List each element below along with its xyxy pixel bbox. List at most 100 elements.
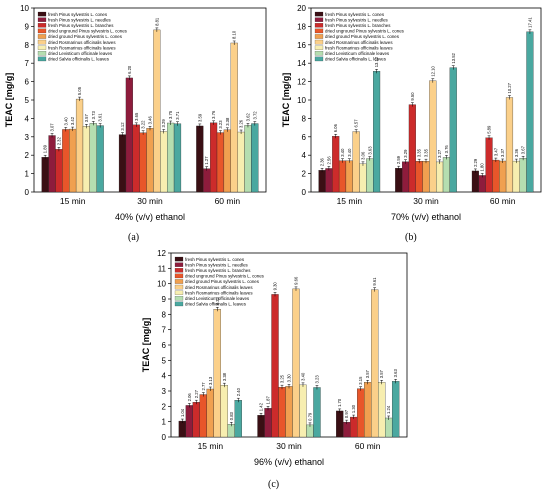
bar	[436, 161, 444, 193]
data-label: 3.63	[393, 369, 398, 378]
data-label: 1.24	[386, 405, 391, 414]
legend-swatch	[314, 39, 324, 45]
data-label: 3.40	[347, 148, 352, 157]
data-label: 2.59	[396, 155, 401, 164]
bar	[391, 381, 400, 438]
data-label: 2.40	[236, 387, 241, 396]
bar	[209, 122, 218, 193]
legend-swatch	[37, 51, 47, 56]
legend-label: dried Salvia officinalis L. leaves	[325, 57, 387, 62]
data-label: 3.30	[287, 374, 292, 383]
y-tick-label: 12	[297, 78, 306, 87]
data-label: 3.76	[211, 110, 216, 119]
y-tick-label: 3	[162, 387, 167, 396]
data-label: 3.67	[521, 145, 526, 154]
bar	[336, 410, 344, 438]
bar	[167, 122, 175, 193]
bar	[478, 175, 486, 193]
bar	[125, 77, 133, 193]
y-tick-label: 16	[297, 41, 306, 50]
data-label: 9.66	[293, 276, 298, 285]
data-label: 3.76	[444, 145, 449, 154]
legend-swatch	[37, 17, 47, 22]
y-tick-label: 10	[20, 4, 29, 13]
bar	[384, 417, 393, 438]
bar	[234, 400, 242, 438]
y-axis-label: TEAC [mg/g]	[4, 73, 14, 128]
data-label: 5.05	[77, 86, 82, 95]
bar	[89, 123, 97, 193]
x-category-label: 60 min	[355, 441, 381, 451]
bar	[220, 385, 228, 438]
legend-swatch	[174, 273, 184, 279]
data-label: 3.40	[63, 117, 68, 126]
chart-svg-b: 0 2 4 6 8 10 12 14 16 18 20 TEAC [mg/g] 2.36 2.56 6.06…	[281, 4, 542, 222]
data-label: 1.80	[480, 163, 485, 172]
legend-swatch	[37, 45, 47, 50]
x-category-label: 60 min	[215, 196, 241, 206]
legend-swatch	[314, 51, 324, 56]
bar	[285, 386, 293, 438]
data-label: 0.97	[344, 409, 349, 418]
bar	[278, 387, 286, 438]
data-label: 3.06	[360, 151, 365, 160]
data-label: 5.89	[487, 125, 492, 134]
legend-label: dried Levisticum officinale leaves	[325, 51, 390, 56]
y-tick-label: 0	[25, 188, 30, 197]
bar	[415, 161, 423, 193]
data-label: 3.25	[280, 374, 285, 383]
legend-swatch	[314, 11, 324, 17]
bar	[132, 124, 140, 193]
data-label: 1.04	[180, 408, 185, 417]
x-axis-label: 96% (v/v) ethanol	[254, 457, 324, 467]
data-label: 8.33	[215, 296, 220, 305]
data-label: 3.26	[239, 119, 244, 128]
data-label: 3.36	[514, 148, 519, 157]
y-tick-label: 11	[158, 264, 167, 273]
bar	[264, 408, 272, 438]
y-tick-label: 3	[25, 133, 30, 142]
legend-swatch	[174, 256, 184, 262]
data-label: 6.20	[127, 65, 132, 74]
bar	[485, 137, 493, 193]
legend-label: dried ground Pinus sylvestris L. cones	[48, 34, 123, 39]
y-tick-label: 9	[162, 295, 167, 304]
bar	[62, 129, 70, 193]
legend-label: dried ground Pinus sylvestris L. cones	[325, 34, 400, 39]
data-label: 13.52	[451, 52, 456, 63]
y-tick-label: 2	[25, 151, 30, 160]
bar	[48, 135, 56, 193]
data-label: 2.29	[473, 158, 478, 167]
bar	[160, 131, 168, 193]
data-label: 2.36	[320, 157, 325, 166]
bar	[371, 289, 379, 438]
bar	[357, 388, 365, 438]
y-tick-label: 1	[25, 170, 30, 179]
data-label: 1.42	[259, 402, 264, 411]
y-tick-label: 1	[162, 418, 167, 427]
bar	[230, 42, 238, 193]
legend-label: fresh Pinus sylvestris L. needles	[48, 17, 112, 22]
legend-swatch	[174, 279, 184, 284]
legend-label: dried Rosmarinus officinalis leaves	[185, 285, 253, 290]
data-label: 3.57	[365, 369, 370, 378]
legend-label: dried Levisticum officinale leaves	[185, 296, 250, 301]
bar	[352, 131, 360, 193]
bar	[237, 131, 245, 193]
legend-swatch	[174, 284, 184, 290]
data-label: 3.38	[222, 372, 227, 381]
chart-panel-a: 0 1 2 3 4 5 6 7 8 9 10 TEAC [mg/g] 1.89 3.07 2.32 3.40 3…	[0, 0, 275, 230]
legend-swatch	[174, 290, 184, 295]
data-label: 3.35	[417, 148, 422, 157]
bar	[401, 161, 410, 193]
data-label: 3.46	[148, 116, 153, 125]
bar	[345, 160, 353, 193]
data-label: 3.38	[225, 117, 230, 126]
legend-label: fresh Pinus sylvestris L. cones	[185, 257, 245, 262]
x-category-label: 15 min	[198, 441, 224, 451]
data-label: 3.47	[493, 147, 498, 156]
